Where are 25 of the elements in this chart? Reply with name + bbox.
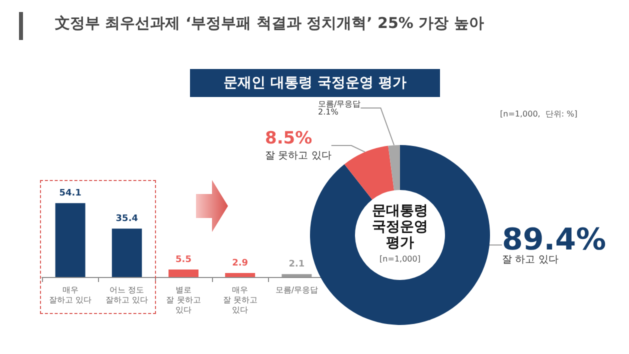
data-label: 54.1	[59, 188, 82, 199]
bar	[112, 228, 142, 277]
x-tick-label: 별로 잘 못하고 있다	[166, 286, 201, 314]
data-label: 2.9	[232, 258, 248, 269]
chart-subtitle: 문재인 대통령 국정운영 평가	[190, 69, 440, 97]
slice-label: 잘 하고 있다	[502, 254, 558, 266]
chart-title: 文정부 최우선과제 ‘부정부패 척결과 정치개혁’ 25% 가장 높아	[55, 14, 484, 33]
x-tick-label: 매우 잘하고 있다	[49, 286, 92, 304]
bar	[168, 269, 198, 277]
slice-label: 잘 못하고 있다	[265, 150, 332, 162]
x-tick-label: 어느 정도 잘하고 있다	[106, 286, 148, 304]
x-tick-label: 매우 잘 못하고 있다	[222, 286, 258, 314]
data-label: 35.4	[116, 214, 138, 224]
data-label: 5.5	[176, 254, 192, 265]
bar	[282, 274, 312, 277]
bar	[55, 203, 86, 277]
x-tick-label: 모름/무응답	[275, 286, 318, 294]
slice-label: 모름/무응답	[318, 100, 361, 108]
data-label: 8.5%	[265, 128, 312, 148]
data-label: 2.1%	[318, 108, 339, 116]
bar	[225, 273, 256, 277]
text: [n=1,000]	[380, 254, 420, 264]
data-label: 2.1	[288, 260, 305, 270]
text: [n=1,000, 단위: %]	[500, 110, 578, 118]
text: 문대통령 국정운영 평가	[372, 203, 428, 251]
